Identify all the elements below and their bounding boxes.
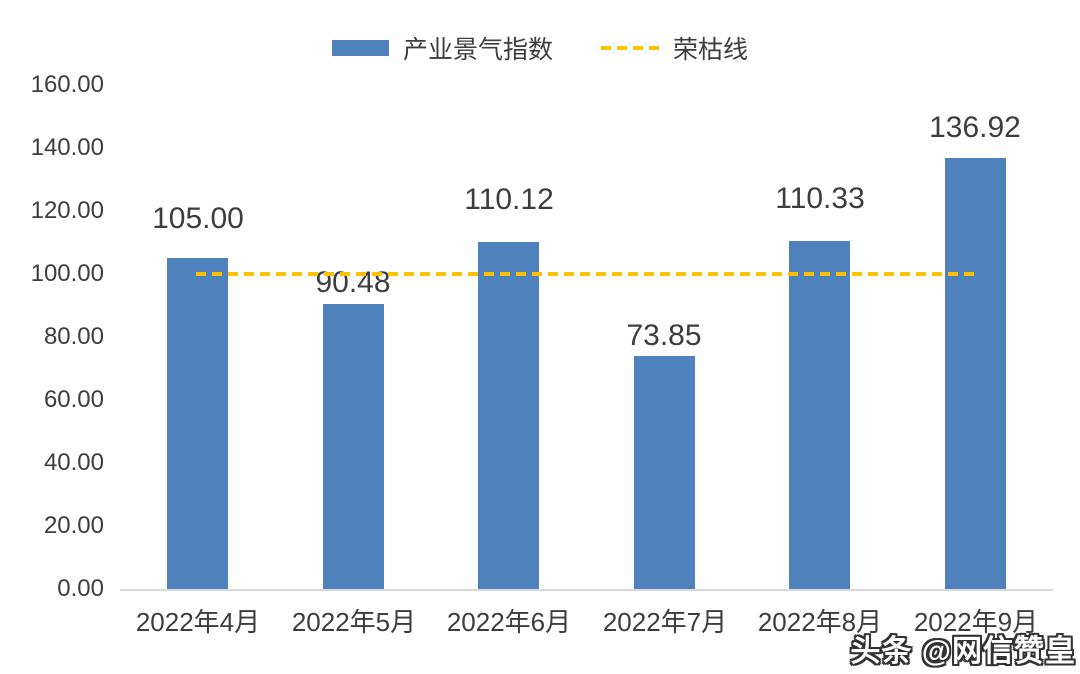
bar-value-label: 105.00 (152, 202, 244, 235)
bar (945, 158, 1006, 589)
y-axis-tick-label: 40.00 (43, 449, 104, 476)
x-axis-category-label: 2022年4月 (135, 607, 261, 637)
bar-value-label: 90.48 (315, 266, 391, 299)
y-axis-tick-label: 120.00 (30, 197, 104, 224)
legend-reference-label: 荣枯线 (673, 36, 749, 64)
x-axis-category-label: 2022年7月 (602, 607, 728, 637)
dashed-line-swatch-icon (601, 46, 659, 50)
y-axis-tick-label: 60.00 (43, 386, 104, 413)
y-axis-tick-label: 140.00 (30, 134, 104, 161)
bar-value-label: 110.12 (464, 183, 554, 216)
bar (167, 258, 228, 589)
watermark: 头条 @网信赞皇 (850, 635, 1076, 668)
x-axis-category-label: 2022年9月 (913, 607, 1039, 637)
bar-value-label: 136.92 (929, 111, 1021, 144)
reference-line (196, 272, 978, 276)
x-axis-category-label: 2022年8月 (757, 607, 883, 637)
bar (789, 241, 850, 589)
chart-legend: 产业景气指数 荣枯线 (0, 30, 1080, 66)
bar-value-label: 73.85 (626, 319, 702, 352)
bar (634, 356, 695, 589)
bar-series-swatch-icon (331, 40, 389, 56)
y-axis-tick-label: 20.00 (43, 512, 104, 539)
y-axis-tick-label: 160.00 (30, 71, 104, 98)
legend-series-label: 产业景气指数 (402, 36, 553, 64)
plot-area: 105.00 90.48 110.12 73.85 110.33 136.92 (120, 85, 1053, 591)
y-axis-tick-label: 0.00 (57, 575, 104, 602)
x-axis-category-label: 2022年6月 (446, 607, 572, 637)
y-axis-tick-label: 100.00 (30, 260, 104, 287)
x-axis-category-label: 2022年5月 (291, 607, 417, 637)
legend-item-reference: 荣枯线 (601, 30, 748, 66)
bar (323, 304, 384, 589)
bar-value-label: 110.33 (775, 182, 865, 215)
legend-item-series: 产业景气指数 (331, 30, 553, 66)
bar (478, 242, 539, 589)
y-axis-tick-label: 80.00 (43, 323, 104, 350)
